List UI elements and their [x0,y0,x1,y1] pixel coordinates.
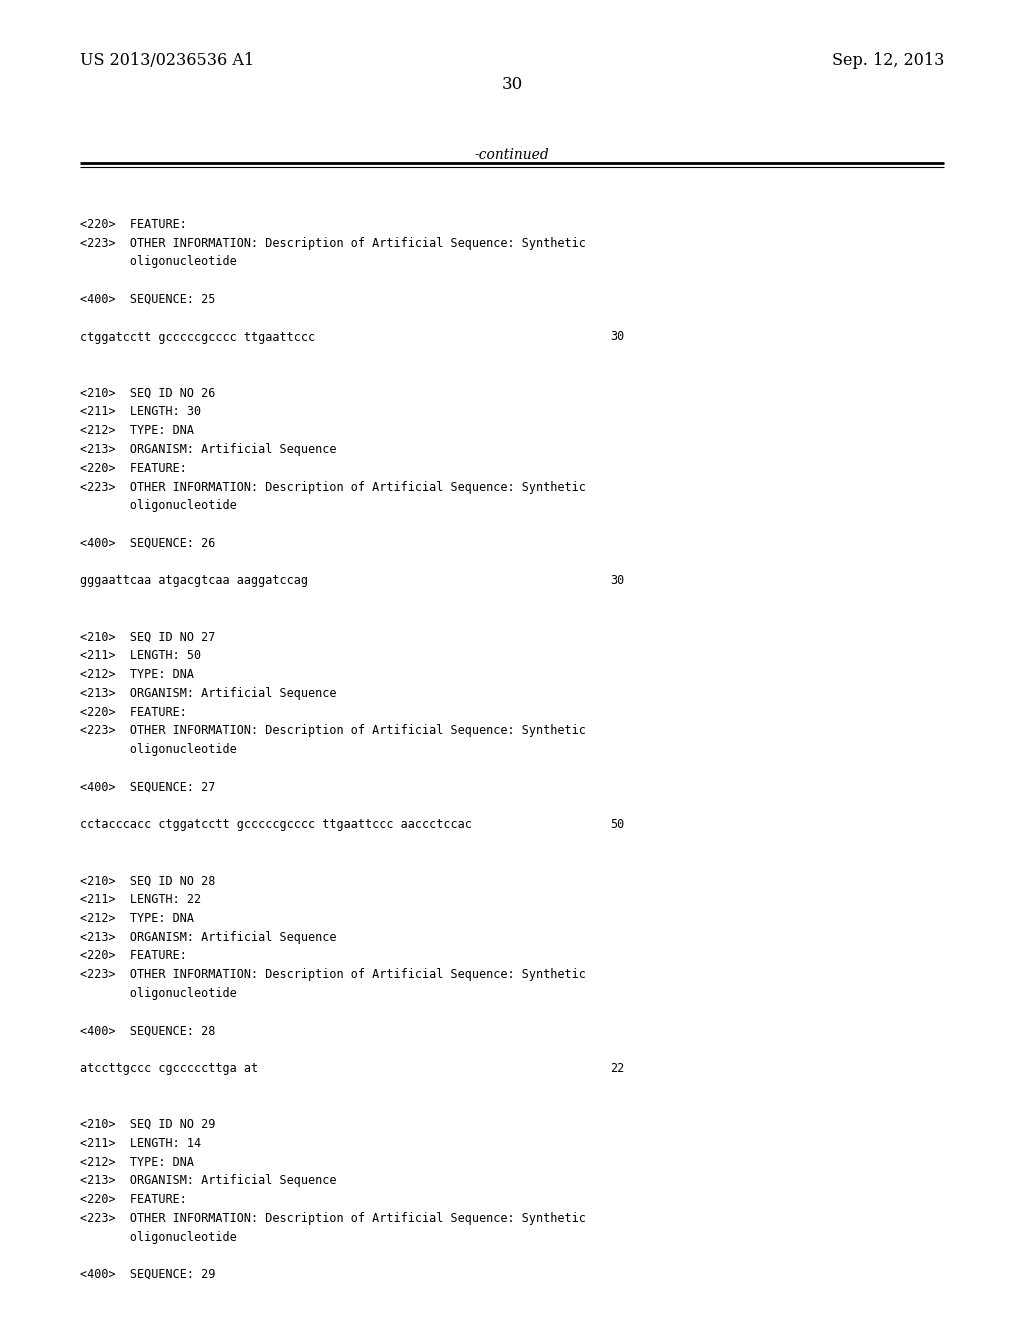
Text: <212>  TYPE: DNA: <212> TYPE: DNA [80,424,194,437]
Text: oligonucleotide: oligonucleotide [80,743,237,756]
Text: Sep. 12, 2013: Sep. 12, 2013 [831,51,944,69]
Text: <400>  SEQUENCE: 27: <400> SEQUENCE: 27 [80,780,215,793]
Text: 22: 22 [610,1061,625,1074]
Text: <223>  OTHER INFORMATION: Description of Artificial Sequence: Synthetic: <223> OTHER INFORMATION: Description of … [80,1212,586,1225]
Text: <220>  FEATURE:: <220> FEATURE: [80,949,186,962]
Text: <211>  LENGTH: 14: <211> LENGTH: 14 [80,1137,201,1150]
Text: <211>  LENGTH: 22: <211> LENGTH: 22 [80,894,201,906]
Text: <220>  FEATURE:: <220> FEATURE: [80,1193,186,1206]
Text: <400>  SEQUENCE: 29: <400> SEQUENCE: 29 [80,1269,215,1280]
Text: <210>  SEQ ID NO 26: <210> SEQ ID NO 26 [80,387,215,400]
Text: <220>  FEATURE:: <220> FEATURE: [80,462,186,475]
Text: 50: 50 [610,818,625,832]
Text: cctacccacc ctggatcctt gcccccgcccc ttgaattccc aaccctccac: cctacccacc ctggatcctt gcccccgcccc ttgaat… [80,818,472,832]
Text: <211>  LENGTH: 30: <211> LENGTH: 30 [80,405,201,418]
Text: US 2013/0236536 A1: US 2013/0236536 A1 [80,51,254,69]
Text: <223>  OTHER INFORMATION: Description of Artificial Sequence: Synthetic: <223> OTHER INFORMATION: Description of … [80,968,586,981]
Text: -continued: -continued [475,148,549,162]
Text: 30: 30 [610,330,625,343]
Text: <212>  TYPE: DNA: <212> TYPE: DNA [80,912,194,925]
Text: atccttgccc cgcccccttga at: atccttgccc cgcccccttga at [80,1061,258,1074]
Text: <220>  FEATURE:: <220> FEATURE: [80,705,186,718]
Text: <223>  OTHER INFORMATION: Description of Artificial Sequence: Synthetic: <223> OTHER INFORMATION: Description of … [80,725,586,738]
Text: <212>  TYPE: DNA: <212> TYPE: DNA [80,1155,194,1168]
Text: oligonucleotide: oligonucleotide [80,499,237,512]
Text: <213>  ORGANISM: Artificial Sequence: <213> ORGANISM: Artificial Sequence [80,931,337,944]
Text: <211>  LENGTH: 50: <211> LENGTH: 50 [80,649,201,663]
Text: 30: 30 [502,77,522,92]
Text: <213>  ORGANISM: Artificial Sequence: <213> ORGANISM: Artificial Sequence [80,686,337,700]
Text: ctggatcctt gcccccgcccc ttgaattccc: ctggatcctt gcccccgcccc ttgaattccc [80,330,315,343]
Text: oligonucleotide: oligonucleotide [80,256,237,268]
Text: <212>  TYPE: DNA: <212> TYPE: DNA [80,668,194,681]
Text: <210>  SEQ ID NO 27: <210> SEQ ID NO 27 [80,631,215,644]
Text: <213>  ORGANISM: Artificial Sequence: <213> ORGANISM: Artificial Sequence [80,444,337,455]
Text: <400>  SEQUENCE: 28: <400> SEQUENCE: 28 [80,1024,215,1038]
Text: <400>  SEQUENCE: 25: <400> SEQUENCE: 25 [80,293,215,306]
Text: 30: 30 [610,574,625,587]
Text: <223>  OTHER INFORMATION: Description of Artificial Sequence: Synthetic: <223> OTHER INFORMATION: Description of … [80,236,586,249]
Text: <213>  ORGANISM: Artificial Sequence: <213> ORGANISM: Artificial Sequence [80,1175,337,1187]
Text: <220>  FEATURE:: <220> FEATURE: [80,218,186,231]
Text: gggaattcaa atgacgtcaa aaggatccag: gggaattcaa atgacgtcaa aaggatccag [80,574,308,587]
Text: <210>  SEQ ID NO 29: <210> SEQ ID NO 29 [80,1118,215,1131]
Text: oligonucleotide: oligonucleotide [80,1230,237,1243]
Text: <210>  SEQ ID NO 28: <210> SEQ ID NO 28 [80,874,215,887]
Text: <223>  OTHER INFORMATION: Description of Artificial Sequence: Synthetic: <223> OTHER INFORMATION: Description of … [80,480,586,494]
Text: <400>  SEQUENCE: 26: <400> SEQUENCE: 26 [80,537,215,549]
Text: oligonucleotide: oligonucleotide [80,987,237,999]
